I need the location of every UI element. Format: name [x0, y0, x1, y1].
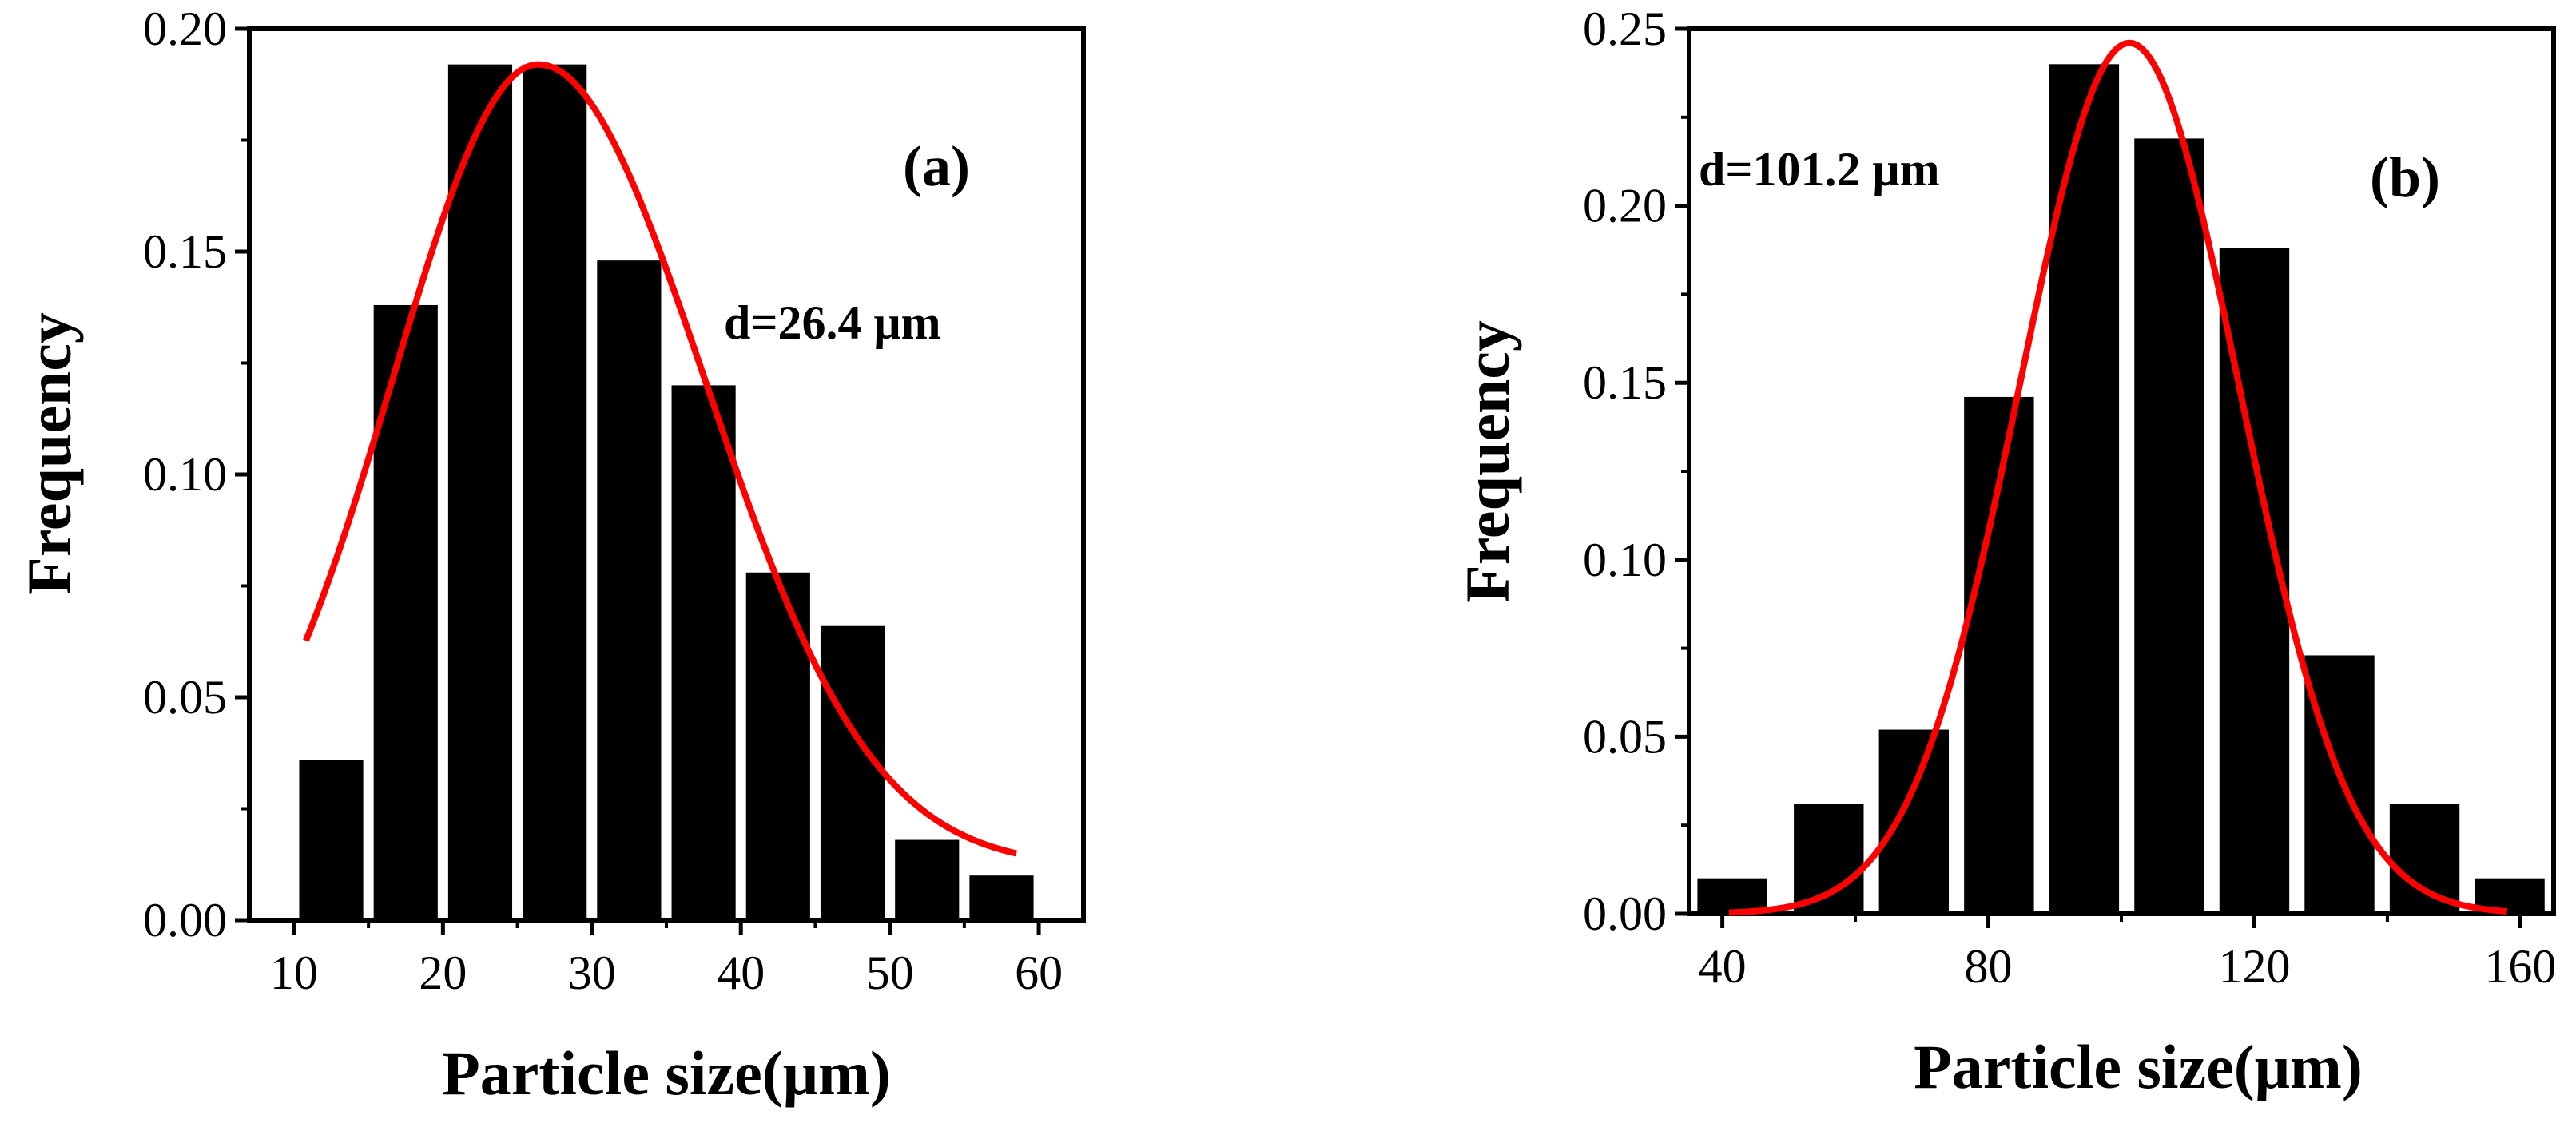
x-tick-label: 160: [2484, 940, 2556, 993]
y-tick-label: 0.15: [143, 225, 227, 278]
gaussian-fit-curve: [1728, 39, 2508, 916]
panel-label: (a): [903, 134, 970, 198]
mean-diameter-annotation: d=101.2 μm: [1699, 143, 1940, 196]
y-tick-label: 0.00: [1583, 887, 1667, 940]
mean-diameter-annotation: d=26.4 μm: [724, 296, 941, 349]
histogram-bar: [1697, 878, 1767, 914]
y-axis-label: Frequency: [1453, 320, 1522, 603]
y-tick-label: 0.10: [1583, 534, 1667, 586]
y-tick-label: 0.25: [1583, 2, 1667, 55]
histogram-bar: [671, 385, 736, 920]
y-tick-label: 0.05: [143, 671, 227, 724]
x-tick-label: 40: [1699, 940, 1747, 993]
y-tick-label: 0.15: [1583, 356, 1667, 409]
histogram-bar: [820, 625, 885, 920]
x-tick-label: 30: [568, 946, 616, 999]
histogram-bar: [2134, 138, 2204, 915]
y-tick-label: 0.20: [1583, 180, 1667, 232]
x-tick-label: 60: [1015, 946, 1063, 999]
x-tick-label: 80: [1965, 940, 2013, 993]
chart-panel-b: 40 80 120 160 0.00 0.05 0.10 0.15 0.20 0.25 (b) d…: [1453, 2, 2556, 1101]
y-tick-label: 0.20: [143, 2, 227, 55]
histogram-bar: [299, 760, 364, 920]
panel-label: (b): [2370, 145, 2440, 209]
x-tick-label: 50: [866, 946, 914, 999]
x-tick-label: 40: [717, 946, 765, 999]
gaussian-fit-curve: [303, 61, 1017, 857]
histogram-bar: [895, 839, 960, 920]
histogram-bar: [969, 875, 1034, 920]
histogram-bar: [1878, 729, 1950, 914]
x-axis-label: Particle size(μm): [442, 1038, 891, 1108]
y-axis-label: Frequency: [14, 312, 84, 595]
histogram-bar: [2304, 655, 2375, 914]
histogram-bar: [1794, 804, 1864, 914]
histogram-bar: [447, 64, 513, 920]
histogram-bar: [597, 260, 662, 920]
x-axis-label: Particle size(μm): [1914, 1032, 2363, 1101]
y-tick-label: 0.10: [143, 448, 227, 501]
histogram-bar: [373, 304, 438, 921]
histogram-bar: [745, 572, 810, 920]
histogram-bar: [523, 64, 587, 920]
x-tick-label: 10: [270, 946, 318, 999]
x-tick-label: 20: [419, 946, 467, 999]
histogram-bar: [2389, 804, 2460, 914]
x-tick-label: 120: [2218, 940, 2290, 993]
chart-panel-a: 10 20 30 40 50 60 0.00 0.05 0.10 0.15 0.20 (a) d=2…: [14, 2, 1086, 1108]
y-tick-label: 0.00: [143, 894, 227, 946]
y-tick-label: 0.05: [1583, 710, 1667, 763]
